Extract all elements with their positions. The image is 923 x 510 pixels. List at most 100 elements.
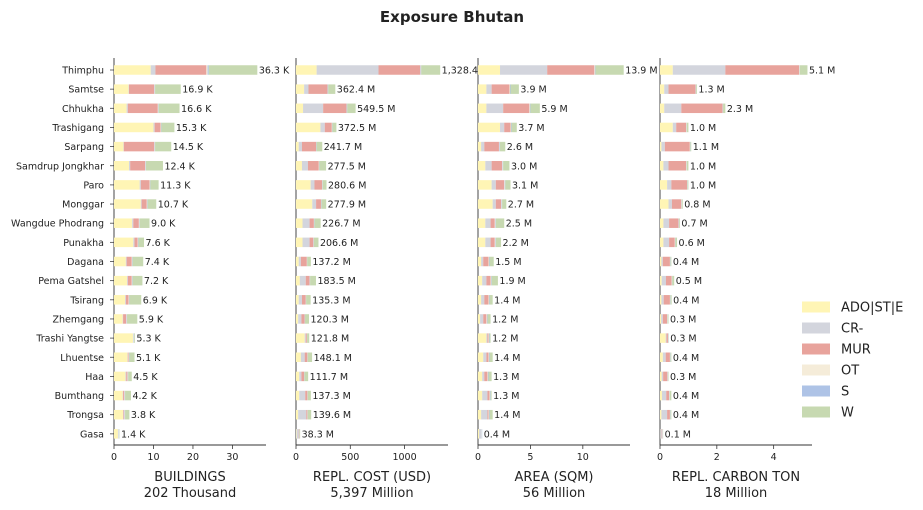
bar-thimphu-cr	[316, 65, 379, 75]
value-label-bumthang: 4.2 K	[132, 391, 157, 402]
legend-label-w: W	[841, 406, 854, 421]
bar-trashigang-w	[511, 122, 517, 133]
bar-chhukha-mur	[127, 103, 158, 114]
value-label-haa: 0.3 M	[670, 372, 696, 383]
bar-trashi-yangtse-ado-st-e	[114, 333, 133, 343]
bar-punakha-ado-st-e	[478, 237, 486, 248]
bar-haa-w	[488, 371, 492, 382]
bar-zhemgang-mur	[301, 314, 305, 324]
bar-trashi-yangtse-w	[489, 333, 491, 343]
bar-dagana-w	[670, 256, 672, 267]
bar-samdrup-jongkhar-mur	[491, 161, 503, 171]
bar-monggar-cr	[312, 199, 317, 209]
panel-repl-carbon-ton: 0 2 4 5.1 M 1.3 M2.3 M 1.0 M 1.1 M 1.0 M 1.0 M 0.…	[657, 58, 835, 501]
bar-paro-cr	[310, 180, 315, 190]
bar-zhemgang-cr	[298, 314, 302, 324]
bar-chhukha-cr	[303, 103, 324, 114]
bar-trongsa-w	[489, 409, 493, 420]
bar-lhuentse-ado-st-e	[478, 352, 484, 362]
bar-bumthang-mur	[123, 390, 125, 401]
bar-gasa-cr	[479, 429, 482, 439]
bar-lhuentse-cr	[662, 352, 666, 362]
bar-trashigang-mur	[154, 122, 161, 133]
bar-dagana-w	[489, 256, 494, 267]
bar-trongsa-w	[125, 409, 130, 420]
bar-paro-w	[687, 180, 689, 190]
bar-tsirang-cr	[125, 295, 126, 305]
bar-monggar-ot	[501, 199, 502, 209]
value-label-trashi-yangtse: 5.3 K	[136, 334, 161, 345]
bar-gasa-w	[299, 429, 301, 439]
bar-haa-mur	[663, 371, 668, 382]
bar-monggar-cr	[668, 199, 672, 209]
bar-trashigang-cr	[320, 122, 325, 133]
bar-trashigang-mur	[504, 122, 511, 133]
bar-haa-w	[304, 371, 309, 382]
value-label-monggar: 10.7 K	[158, 200, 189, 211]
bar-bumthang-w	[669, 390, 672, 401]
bar-punakha-cr	[663, 237, 670, 248]
value-label-sarpang: 2.6 M	[507, 142, 533, 153]
bar-paro-s	[504, 180, 506, 190]
bar-lhuentse-w	[307, 352, 313, 362]
value-label-paro: 1.0 M	[690, 180, 716, 191]
panel-buildings: 0 10 20 30 36.3 K 16.9 K 16.6 K 15.3 K 14.5 K 12.…	[111, 58, 290, 501]
value-label-paro: 280.6 M	[328, 180, 366, 191]
bar-bumthang-w	[125, 390, 131, 401]
bar-monggar-w	[502, 199, 507, 209]
bar-lhuentse-w	[489, 352, 493, 362]
bar-gasa-ado-st-e	[296, 429, 297, 439]
x-tick-label: 0	[111, 452, 117, 463]
legend-label-ado-st-e: ADO|ST|E	[841, 301, 903, 316]
bar-dagana-cr	[481, 256, 484, 267]
bar-sarpang-w	[690, 141, 692, 152]
bar-gasa-ado-st-e	[478, 429, 480, 439]
value-label-chhukha: 5.9 M	[541, 104, 567, 115]
value-label-trongsa: 0.4 M	[673, 410, 699, 421]
value-label-thimphu: 13.9 M	[625, 66, 657, 77]
bar-bumthang-s	[490, 390, 491, 401]
bar-haa-mur	[484, 371, 488, 382]
bar-dagana-cr	[125, 256, 127, 267]
bar-haa-cr	[482, 371, 485, 382]
bar-chhukha-ado-st-e	[478, 103, 487, 114]
bar-bumthang-w	[490, 390, 492, 401]
bar-trashigang-mur	[676, 122, 687, 133]
bar-haa-ado-st-e	[296, 371, 300, 382]
bar-samdrup-jongkhar-s	[502, 161, 504, 171]
bar-tsirang-ado-st-e	[114, 295, 126, 305]
bar-haa-w	[667, 371, 669, 382]
bar-bumthang-cr	[661, 390, 667, 401]
bar-monggar-ado-st-e	[660, 199, 669, 209]
bar-tsirang-mur	[301, 295, 306, 305]
bar-chhukha-cr	[664, 103, 682, 114]
bar-bumthang-w	[307, 390, 311, 401]
value-label-monggar: 0.8 M	[684, 200, 710, 211]
bar-dagana-mur	[483, 256, 489, 267]
bar-tsirang-w	[670, 295, 672, 305]
x-tick-label: 20	[187, 452, 199, 463]
legend: ADO|ST|E CR- MUR OT SW	[802, 301, 903, 421]
value-label-tsirang: 135.3 M	[312, 295, 350, 306]
category-label-monggar: Monggar	[62, 200, 104, 211]
bar-trashi-yangtse-cr	[665, 333, 667, 343]
value-label-dagana: 7.4 K	[145, 257, 170, 268]
bar-dagana-mur	[300, 256, 307, 267]
bar-zhemgang-ado-st-e	[296, 314, 299, 324]
value-label-bumthang: 137.3 M	[312, 391, 350, 402]
bar-dagana-ado-st-e	[660, 256, 662, 267]
bar-paro-ado-st-e	[296, 180, 311, 190]
bar-monggar-ado-st-e	[478, 199, 493, 209]
value-label-trashi-yangtse: 121.8 M	[311, 334, 349, 345]
value-label-pema-gatshel: 0.5 M	[676, 276, 702, 287]
value-label-trongsa: 1.4 M	[494, 410, 520, 421]
bar-monggar-w	[681, 199, 683, 209]
bar-wangdue-phodrang-mur	[133, 218, 139, 228]
value-label-lhuentse: 0.4 M	[673, 353, 699, 364]
value-label-zhemgang: 1.2 M	[492, 314, 518, 325]
bar-zhemgang-w	[127, 314, 138, 324]
bar-zhemgang-ado-st-e	[660, 314, 662, 324]
x-tick-label: 10	[147, 452, 159, 463]
bar-chhukha-ado-st-e	[660, 103, 665, 114]
value-label-samtse: 3.9 M	[520, 85, 546, 96]
